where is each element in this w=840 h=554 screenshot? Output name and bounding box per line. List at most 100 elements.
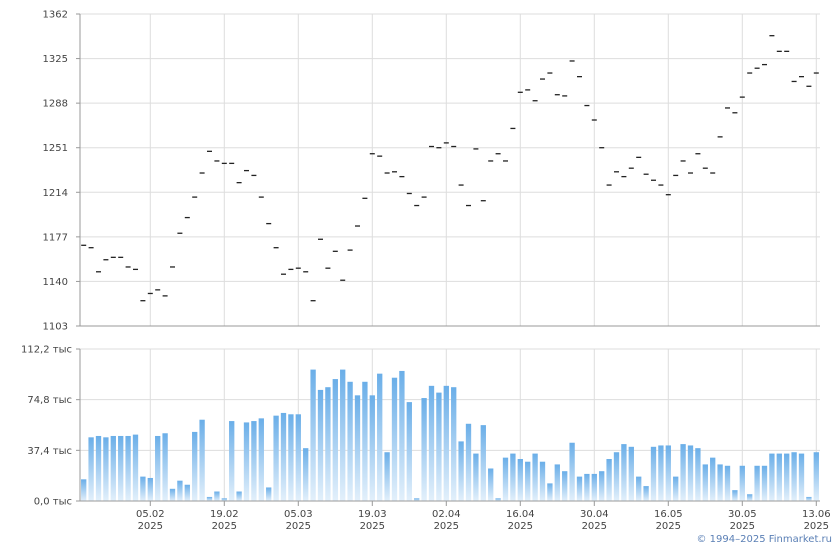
volume-bar xyxy=(806,496,812,501)
x-tick-label-year: 2025 xyxy=(804,521,829,532)
volume-bars xyxy=(81,369,819,501)
volume-bar xyxy=(303,448,309,501)
volume-bar xyxy=(436,392,442,501)
x-tick-label-year: 2025 xyxy=(656,521,681,532)
volume-y-tick-label: 112,2 тыс xyxy=(21,345,72,356)
volume-bar xyxy=(280,412,287,501)
volume-bar xyxy=(776,453,782,501)
x-tick-label-year: 2025 xyxy=(212,521,237,532)
volume-bar xyxy=(95,435,102,501)
volume-bar xyxy=(155,435,161,501)
x-tick-label-day: 05.03 xyxy=(284,509,313,520)
volume-bar xyxy=(791,452,797,501)
volume-bar xyxy=(628,446,634,501)
volume-bar xyxy=(184,484,190,501)
volume-bar xyxy=(695,448,701,501)
volume-bar xyxy=(125,435,131,501)
volume-bar xyxy=(369,395,375,501)
date-x-axis: 05.02202519.02202505.03202519.03202502.0… xyxy=(80,500,831,532)
volume-bar xyxy=(584,473,590,501)
x-tick-label-day: 05.02 xyxy=(136,509,165,520)
volume-bar xyxy=(451,387,457,501)
volume-bar xyxy=(547,483,553,501)
volume-bar xyxy=(636,476,642,501)
x-tick-label-day: 16.05 xyxy=(654,509,683,520)
volume-bar xyxy=(295,414,301,501)
volume-bar xyxy=(606,459,612,501)
price-y-tick-label: 1103 xyxy=(43,322,68,333)
volume-bar xyxy=(325,387,331,501)
volume-bar xyxy=(354,395,361,501)
volume-bar xyxy=(399,370,405,501)
volume-bar xyxy=(761,465,768,501)
price-y-tick-label: 1140 xyxy=(43,277,68,288)
price-y-axis: 1362 1325 1288 1251 1214 1177 1140 1103 xyxy=(43,10,820,333)
x-tick-label-day: 19.03 xyxy=(358,509,387,520)
volume-bar xyxy=(391,377,398,501)
volume-bar xyxy=(658,445,664,501)
volume-bar xyxy=(702,464,708,501)
volume-bar xyxy=(554,464,560,501)
volume-bar xyxy=(465,423,472,501)
volume-bar xyxy=(288,414,294,501)
volume-bar xyxy=(384,452,390,501)
volume-bar xyxy=(510,453,516,501)
volume-bar xyxy=(414,498,420,501)
volume-bar xyxy=(717,464,723,501)
volume-bar xyxy=(317,389,324,501)
volume-bar xyxy=(621,444,627,501)
volume-bar xyxy=(724,465,731,501)
volume-bar xyxy=(643,486,649,501)
x-tick-label-day: 13.06 xyxy=(802,509,831,520)
volume-bar xyxy=(473,453,479,501)
volume-bar xyxy=(251,421,257,501)
price-y-tick-label: 1325 xyxy=(43,54,68,65)
volume-bar xyxy=(443,385,449,501)
volume-bar xyxy=(421,398,427,501)
volume-bar xyxy=(132,434,139,501)
x-tick-label-day: 19.02 xyxy=(210,509,239,520)
volume-bar xyxy=(480,425,486,501)
volume-bar xyxy=(517,459,523,501)
volume-bar xyxy=(118,435,124,501)
volume-bar xyxy=(813,452,819,501)
volume-bar xyxy=(243,422,250,501)
volume-bar xyxy=(169,488,176,501)
volume-bar xyxy=(406,402,412,501)
volume-bar xyxy=(236,491,242,501)
copyright-text: © 1994–2025 Finmarket.ru xyxy=(696,534,832,545)
volume-bar xyxy=(569,442,575,501)
volume-bar xyxy=(539,461,546,501)
volume-bar xyxy=(739,465,745,501)
x-tick-label-year: 2025 xyxy=(286,521,311,532)
volume-bar xyxy=(347,381,353,501)
volume-bar xyxy=(81,479,87,501)
volume-bar xyxy=(502,457,509,501)
volume-y-axis: 112,2 тыс 74,8 тыс 37,4 тыс 0,0 тыс xyxy=(21,345,81,508)
volume-y-tick-label: 0,0 тыс xyxy=(34,497,72,508)
volume-bar xyxy=(673,476,679,501)
volume-bar xyxy=(495,498,501,501)
volume-bar xyxy=(214,491,220,501)
volume-bar xyxy=(532,453,538,501)
volume-bar xyxy=(769,453,775,501)
price-y-tick-label: 1362 xyxy=(43,10,68,21)
x-tick-label-year: 2025 xyxy=(730,521,755,532)
volume-bar xyxy=(103,437,109,501)
volume-y-tick-label: 37,4 тыс xyxy=(27,446,72,457)
volume-bar xyxy=(747,494,753,501)
volume-bar xyxy=(525,461,531,501)
volume-bar xyxy=(687,445,694,501)
x-tick-label-day: 02.04 xyxy=(432,509,461,520)
price-y-tick-label: 1251 xyxy=(43,143,68,154)
volume-bar xyxy=(710,457,716,501)
x-tick-label-year: 2025 xyxy=(434,521,459,532)
volume-bar xyxy=(784,453,790,501)
price-marks xyxy=(81,35,819,302)
volume-bar xyxy=(192,431,198,501)
volume-bar xyxy=(162,433,168,501)
volume-bar xyxy=(599,471,605,501)
volume-bar xyxy=(377,373,383,501)
volume-bar xyxy=(428,385,435,501)
